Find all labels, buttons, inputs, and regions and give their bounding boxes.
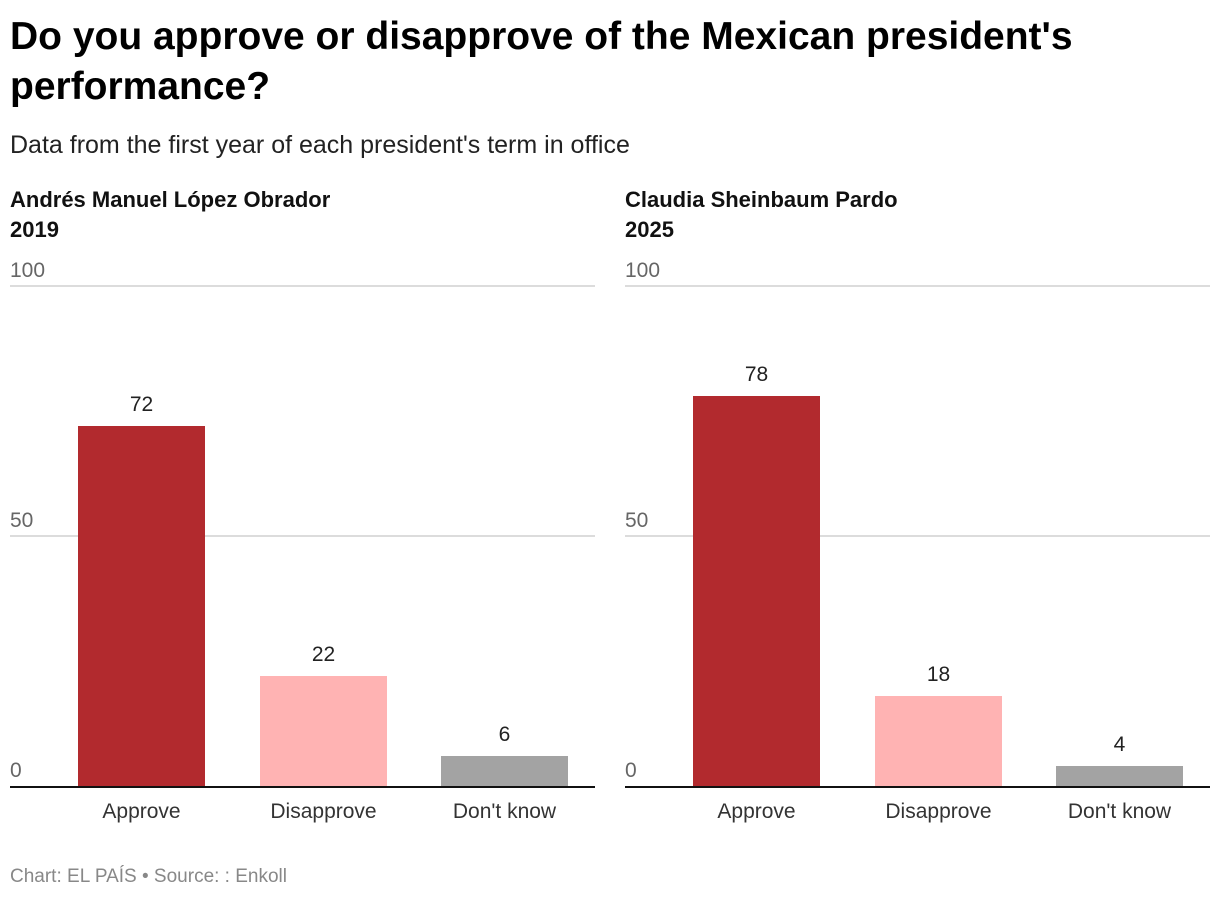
panel-year: 2019 xyxy=(10,217,59,242)
bar xyxy=(78,426,205,786)
y-tick-label: 0 xyxy=(625,759,637,782)
bar xyxy=(693,396,820,786)
data-label: 4 xyxy=(1114,733,1126,756)
y-tick-label: 50 xyxy=(625,509,648,532)
panel-name: Claudia Sheinbaum Pardo xyxy=(625,187,898,212)
data-label: 22 xyxy=(312,643,335,666)
panel-title-right: Claudia Sheinbaum Pardo 2025 xyxy=(625,185,898,245)
panel-title-left: Andrés Manuel López Obrador 2019 xyxy=(10,185,330,245)
data-label: 6 xyxy=(499,723,511,746)
data-label: 18 xyxy=(927,663,950,686)
bar-chart-right: 0 50 100 78 Approve 18 Disapprove 4 Don't know xyxy=(625,259,1210,823)
x-tick-label: Disapprove xyxy=(270,800,376,823)
bar xyxy=(1056,766,1183,786)
bar xyxy=(441,756,568,786)
chart-footer: Chart: EL PAÍS • Source: : Enkoll xyxy=(10,866,287,887)
panel-year: 2025 xyxy=(625,217,674,242)
x-tick-label: Approve xyxy=(102,800,180,823)
panel-name: Andrés Manuel López Obrador xyxy=(10,187,331,212)
x-tick-label: Don't know xyxy=(453,800,557,823)
x-tick-label: Disapprove xyxy=(885,800,991,823)
x-tick-label: Approve xyxy=(717,800,795,823)
data-label: 72 xyxy=(130,393,153,416)
bar-chart-left: 0 50 100 72 Approve 22 Disapprove 6 Don't know xyxy=(10,259,595,823)
y-tick-label: 0 xyxy=(10,759,22,782)
chart-subtitle: Data from the first year of each preside… xyxy=(10,131,630,159)
bar xyxy=(260,676,387,786)
data-label: 78 xyxy=(745,363,768,386)
x-tick-label: Don't know xyxy=(1068,800,1172,823)
chart-title: Do you approve or disapprove of the Mexi… xyxy=(10,15,1073,108)
bar xyxy=(875,696,1002,786)
y-tick-label: 100 xyxy=(625,259,660,282)
y-tick-label: 100 xyxy=(10,259,45,282)
y-tick-label: 50 xyxy=(10,509,33,532)
